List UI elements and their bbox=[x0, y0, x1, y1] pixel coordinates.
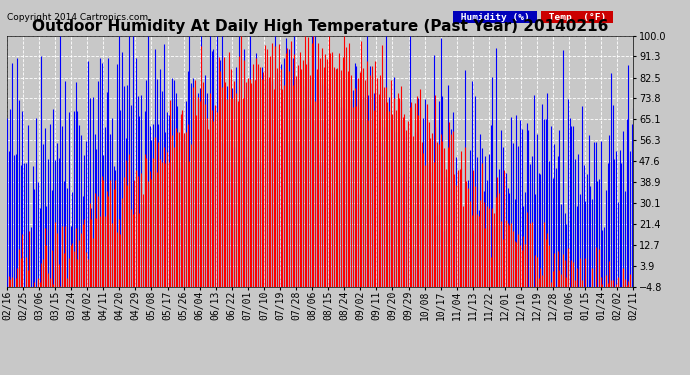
Title: Outdoor Humidity At Daily High Temperature (Past Year) 20140216: Outdoor Humidity At Daily High Temperatu… bbox=[32, 20, 609, 34]
Text: Copyright 2014 Cartronics.com: Copyright 2014 Cartronics.com bbox=[7, 13, 148, 22]
Text: Humidity (%): Humidity (%) bbox=[455, 13, 535, 22]
Text: Temp  (°F): Temp (°F) bbox=[542, 13, 611, 22]
